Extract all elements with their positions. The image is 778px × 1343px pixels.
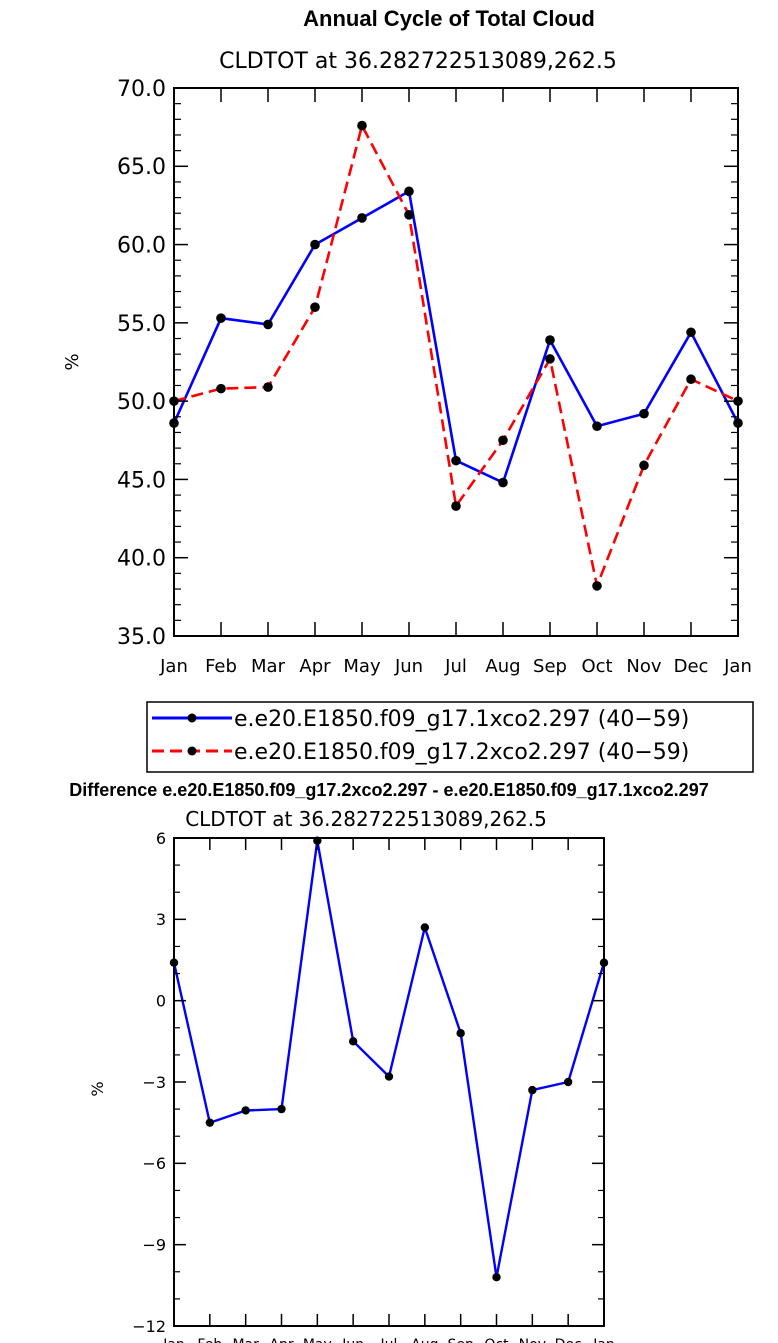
data-point (563, 1077, 573, 1087)
chart-subtitle: CLDTOT at 36.282722513089,262.5 (185, 807, 547, 831)
y-tick-label: −3 (142, 1073, 166, 1092)
legend-marker-2 (187, 746, 197, 756)
data-point (592, 581, 602, 591)
x-tick-label: Aug (411, 1337, 438, 1343)
y-tick-label: 40.0 (117, 547, 166, 572)
data-point (241, 1106, 250, 1115)
x-tick-label: Dec (674, 656, 709, 677)
data-point (404, 186, 414, 197)
x-tick-label: May (343, 656, 381, 677)
x-tick-label: Jan (162, 1337, 185, 1343)
y-axis-label: % (88, 1081, 107, 1096)
data-point (592, 421, 602, 431)
chart-title: Annual Cycle of Total Cloud (303, 6, 595, 31)
series-line-2 (173, 124, 739, 588)
chart-difference: Difference e.e20.E1850.f09_g17.2xco2.297… (69, 780, 708, 1343)
x-tick-label: Jan (723, 656, 752, 677)
data-point (384, 1072, 394, 1081)
chart-title: Difference e.e20.E1850.f09_g17.2xco2.297… (69, 780, 708, 800)
x-tick-label: Oct (581, 656, 612, 677)
legend-label-1: e.e20.E1850.f09_g17.1xco2.297 (40−59) (234, 707, 689, 732)
chart-annual-cycle: Annual Cycle of Total Cloud CLDTOT at 36… (62, 6, 754, 773)
data-point (451, 455, 461, 466)
data-point (216, 313, 226, 323)
x-tick-label: Nov (626, 656, 661, 677)
y-tick-label: 0 (156, 991, 166, 1010)
series-line-1 (172, 839, 606, 1279)
data-point (310, 302, 320, 313)
y-tick-label: −12 (132, 1317, 166, 1336)
data-point (205, 1118, 215, 1127)
data-point (263, 319, 273, 330)
x-tick-label: Jan (159, 656, 188, 677)
y-tick-label: 45.0 (117, 468, 166, 493)
y-tick-label: −9 (142, 1235, 166, 1254)
chart-subtitle: CLDTOT at 36.282722513089,262.5 (219, 49, 617, 74)
data-point (639, 460, 649, 471)
y-tick-label: −6 (142, 1154, 166, 1173)
x-tick-label: Dec (555, 1337, 582, 1343)
x-tick-label: Apr (269, 1337, 293, 1343)
data-point (456, 1029, 465, 1038)
data-point (492, 1273, 501, 1282)
data-point (348, 1037, 358, 1046)
x-tick-label: Jun (394, 656, 423, 677)
x-tick-label: Jul (380, 1337, 398, 1343)
data-point (545, 354, 555, 364)
x-tick-label: Sep (447, 1337, 474, 1343)
legend-label-2: e.e20.E1850.f09_g17.2xco2.297 (40−59) (234, 740, 689, 765)
y-tick-label: 60.0 (117, 233, 166, 258)
y-tick-label: 70.0 (117, 77, 166, 102)
x-tick-label: Feb (205, 656, 237, 677)
x-tick-label: Feb (197, 1337, 222, 1343)
plot-frame (173, 837, 605, 1327)
data-point (420, 923, 430, 932)
data-point (216, 383, 226, 394)
x-tick-label: Mar (251, 656, 286, 677)
y-axis-label: % (62, 353, 83, 370)
data-point (545, 335, 555, 345)
y-tick-label: 50.0 (117, 390, 166, 415)
x-tick-label: Jun (341, 1337, 364, 1343)
x-tick-label: Jan (592, 1337, 615, 1343)
legend: e.e20.E1850.f09_g17.1xco2.297 (40−59) e.… (146, 701, 754, 773)
x-tick-label: May (303, 1337, 332, 1343)
y-tick-label: 6 (156, 829, 166, 848)
data-point (357, 120, 367, 131)
data-point (263, 382, 273, 392)
y-tick-label: 35.0 (117, 625, 166, 650)
data-point (686, 327, 696, 338)
data-point (451, 501, 461, 511)
x-tick-label: Mar (232, 1337, 259, 1343)
x-tick-label: Jul (444, 656, 467, 677)
data-point (404, 210, 414, 220)
data-point (498, 435, 508, 446)
data-point (639, 408, 649, 419)
x-tick-label: Apr (299, 656, 331, 677)
legend-marker-1 (187, 713, 197, 723)
data-point (686, 374, 696, 385)
series-line-1 (172, 190, 740, 484)
x-tick-label: Sep (533, 656, 567, 677)
data-point (498, 477, 508, 488)
data-point (357, 213, 367, 223)
data-point (528, 1085, 537, 1095)
plot-frame (173, 87, 739, 637)
data-point (277, 1104, 286, 1114)
y-tick-label: 3 (156, 910, 166, 929)
legend-box (146, 701, 754, 773)
y-tick-label: 55.0 (117, 312, 166, 337)
x-tick-label: Aug (485, 656, 520, 677)
x-tick-label: Oct (484, 1337, 509, 1343)
data-point (310, 239, 320, 250)
x-tick-label: Nov (519, 1337, 546, 1343)
y-tick-label: 65.0 (117, 155, 166, 180)
